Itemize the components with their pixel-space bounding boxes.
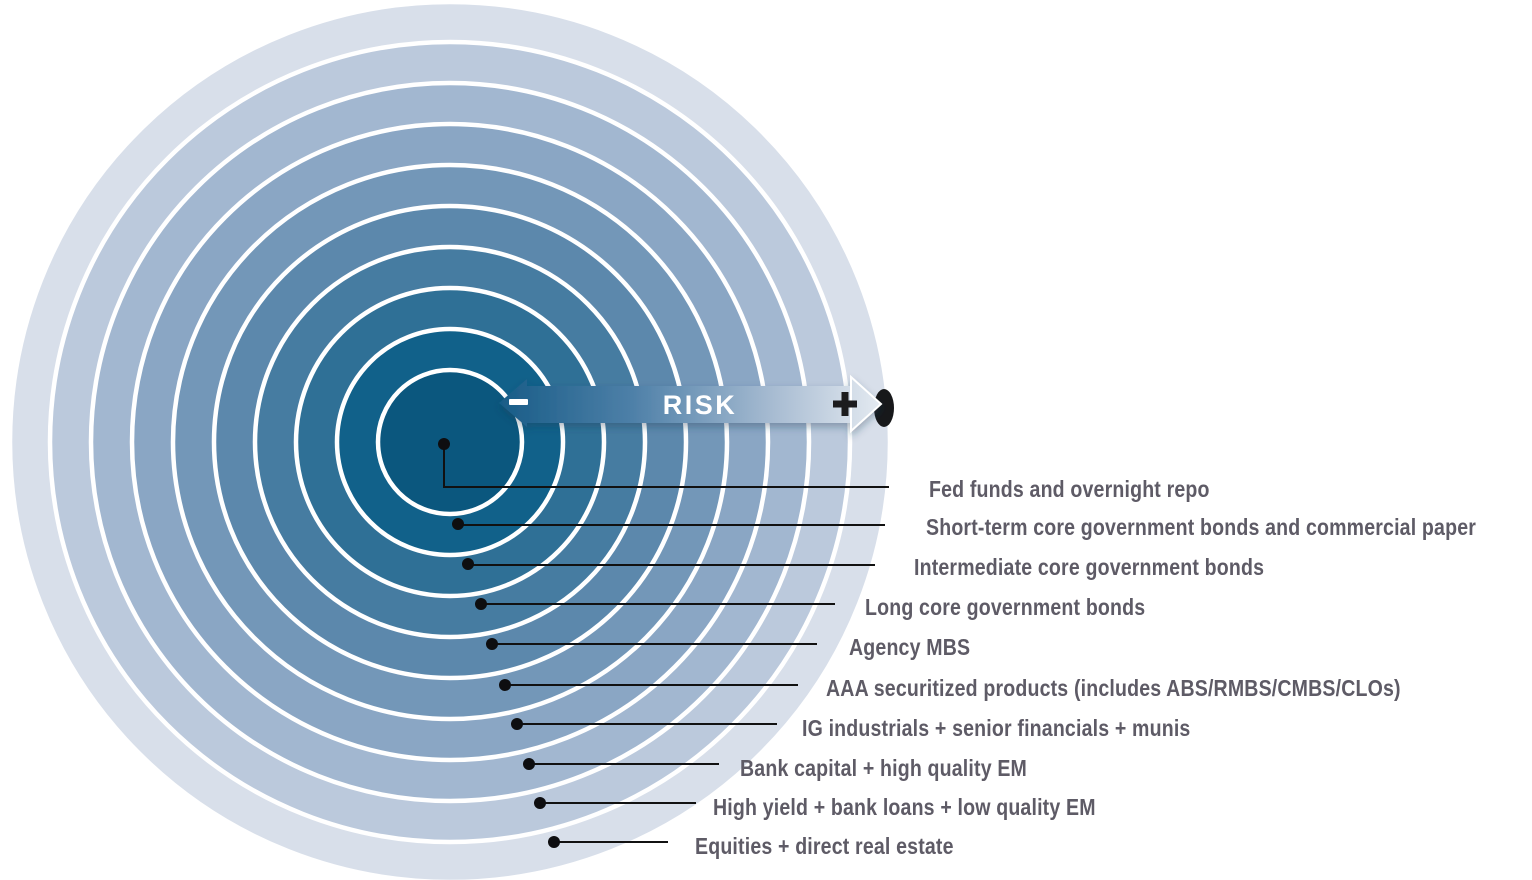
ring-label-high-yield: High yield + bank loans + low quality EM xyxy=(713,794,1096,820)
dot-agency-mbs xyxy=(486,638,498,650)
concentric-rings xyxy=(7,0,893,880)
ring-dots xyxy=(438,438,560,848)
risk-arrow-body xyxy=(499,379,852,427)
ring-label-bank-capital: Bank capital + high quality EM xyxy=(740,755,1028,781)
ring-fed-funds xyxy=(375,367,525,517)
risk-arrow: RISK xyxy=(499,374,894,434)
dot-short-term-govt xyxy=(452,518,464,530)
dot-high-yield xyxy=(534,797,546,809)
dot-fed-funds xyxy=(438,438,450,450)
ring-label-equities: Equities + direct real estate xyxy=(695,833,954,859)
ring-label-agency-mbs: Agency MBS xyxy=(849,634,971,660)
leader-line-fed-funds xyxy=(443,448,889,488)
minus-icon xyxy=(509,399,528,405)
dot-intermediate-govt xyxy=(462,558,474,570)
dot-ig-industrials xyxy=(511,718,523,730)
ring-label-fed-funds: Fed funds and overnight repo xyxy=(929,476,1210,502)
plus-icon xyxy=(833,392,857,416)
dot-equities xyxy=(548,836,560,848)
ring-label-intermediate-govt: Intermediate core government bonds xyxy=(914,554,1265,580)
dot-aaa-securitized xyxy=(499,679,511,691)
dot-long-core-govt xyxy=(475,598,487,610)
dot-bank-capital xyxy=(523,758,535,770)
ring-label-aaa-securitized: AAA securitized products (includes ABS/R… xyxy=(826,675,1401,701)
leader-lines xyxy=(443,448,889,843)
risk-arrow-label: RISK xyxy=(663,390,738,420)
ring-label-long-core-govt: Long core government bonds xyxy=(865,594,1146,620)
arrow-pin-ball xyxy=(874,389,894,427)
ring-label-short-term-govt: Short-term core government bonds and com… xyxy=(926,514,1477,540)
ring-label-ig-industrials: IG industrials + senior financials + mun… xyxy=(802,715,1191,741)
